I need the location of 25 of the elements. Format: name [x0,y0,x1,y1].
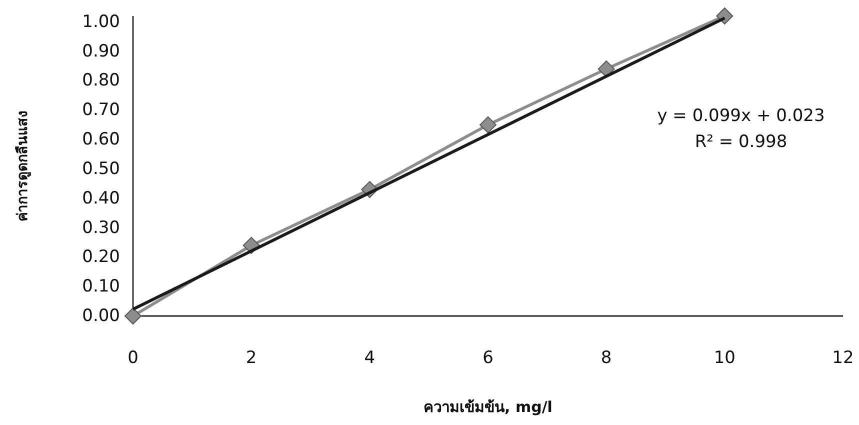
x-tick-label: 0 [128,348,138,368]
y-axis-title: ค่าการดูดกลืนแสง [15,110,31,222]
y-tick-label: 0.80 [82,70,120,91]
x-tick-label: 4 [364,348,376,368]
x-tick-label: 10 [714,348,736,368]
y-tick-label: 0.20 [82,247,120,268]
x-tick-label: 2 [246,348,257,368]
y-tick-label: 0.00 [82,306,120,326]
y-tick-label: 0.40 [82,188,120,208]
y-tick-label: 0.90 [82,41,120,62]
y-tick-label: 1.00 [82,12,120,32]
y-tick-label: 0.70 [82,100,120,120]
x-tick-label: 12 [832,348,854,368]
x-tick-label: 8 [600,348,612,368]
x-axis-title: ความเข้มข้น, mg/l [424,398,552,416]
point [598,60,615,78]
y-tick-label: 0.60 [82,130,120,150]
annotation: R² = 0.998 [694,132,788,152]
x-tick-label: 6 [482,348,494,368]
annotation: y = 0.099x + 0.023 [657,106,825,126]
y-tick-label: 0.50 [82,158,120,179]
point [480,116,496,134]
y-tick-label: 0.30 [82,218,120,238]
y-tick-label: 0.10 [82,276,120,297]
point [124,308,142,324]
